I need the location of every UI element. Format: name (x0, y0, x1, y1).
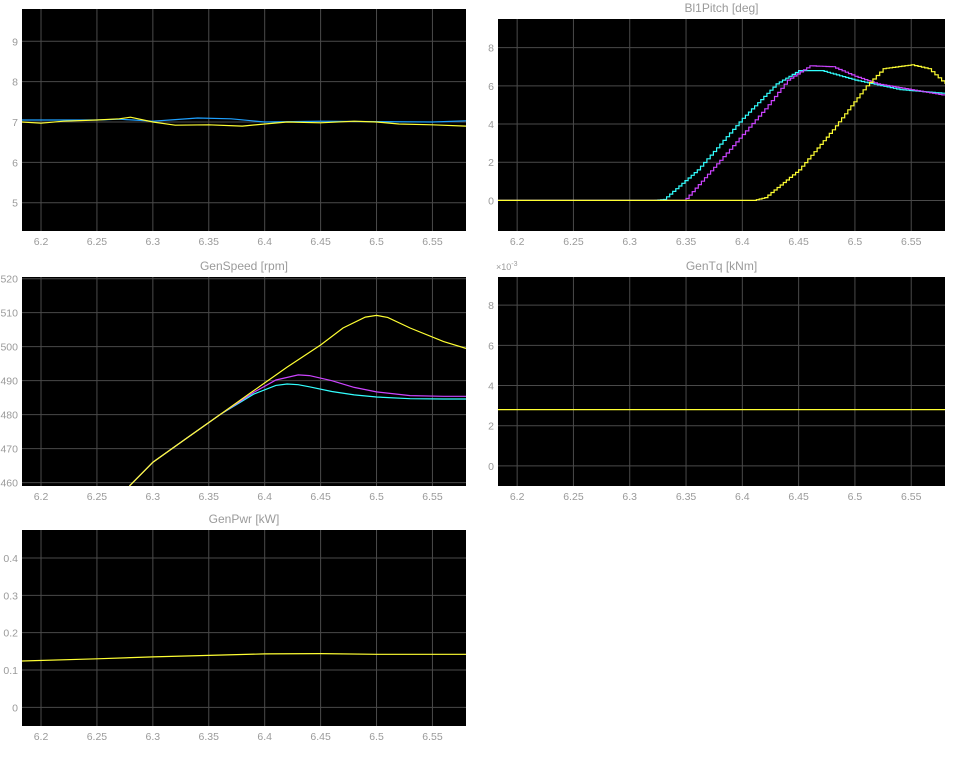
x-tick-label: 6.55 (422, 491, 443, 503)
y-tick-label: 0 (488, 195, 494, 207)
blade-pitch-plot: Bl1Pitch [deg] 6.2 6.25 6.3 6.35 6.4 6.45 6.5 6… (488, 1, 945, 248)
x-tick-label: 6.5 (848, 236, 863, 248)
x-tick-label: 6.2 (510, 491, 525, 503)
plot-title: GenSpeed [rpm] (199, 259, 289, 273)
x-tick-label: 6.4 (735, 236, 750, 248)
y-tick-label: 0 (12, 702, 18, 714)
gen-speed-plot: GenSpeed [rpm] 6.2 6.25 6.3 6.35 6.4 6.45 6.5 6… (0, 259, 466, 503)
x-tick-label: 6.4 (257, 491, 272, 503)
wind-speed-plot: 6.2 6.25 6.3 6.35 6.4 6.45 6.5 6.55 5 6 7 8 9 (12, 9, 466, 248)
y-tick-label: 9 (12, 36, 18, 48)
x-tick-label: 6.55 (422, 731, 443, 743)
gen-torque-plot-area: 6.2 6.25 6.3 6.35 6.4 6.45 6.5 6.55 0 2 4 6 8 (488, 277, 945, 503)
y-tick-label: 460 (0, 478, 18, 490)
y-tick-label: 0.2 (3, 628, 18, 640)
gen-power-plot-area: 6.2 6.25 6.3 6.35 6.4 6.45 6.5 6.55 0 0.1 0.2 0.3 0.… (3, 530, 466, 743)
blade-pitch-plot-area: 6.2 6.25 6.3 6.35 6.4 6.45 6.5 6.55 0 2 4 6 8 (488, 19, 945, 248)
y-tick-label: 0.3 (3, 590, 18, 602)
y-tick-label: 480 (0, 410, 18, 422)
x-tick-label: 6.2 (34, 731, 49, 743)
x-tick-label: 6.2 (510, 236, 525, 248)
y-exponent-power: -3 (511, 261, 518, 268)
plot-title: Bl1Pitch [deg] (684, 1, 759, 15)
y-tick-label: 490 (0, 376, 18, 388)
grid-lines (22, 277, 466, 486)
y-tick-label: 6 (488, 340, 494, 352)
gen-torque-plot: GenTq [kNm] ×10-3 6.2 6.25 6.3 6.35 6.4 6.45 6… (488, 259, 945, 503)
x-tick-label: 6.45 (310, 731, 331, 743)
x-tick-label: 6.25 (87, 236, 108, 248)
y-tick-label: 500 (0, 342, 18, 354)
series-line (22, 116, 466, 127)
x-tick-label: 6.3 (622, 491, 637, 503)
y-tick-label: 0.1 (3, 665, 18, 677)
x-tick-label: 6.2 (34, 491, 49, 503)
x-tick-label: 6.5 (369, 731, 384, 743)
x-tick-label: 6.2 (34, 236, 49, 248)
grid-lines (498, 277, 945, 486)
y-tick-label: 2 (488, 157, 494, 169)
plot-title: GenPwr [kW] (208, 512, 280, 526)
y-tick-label: 8 (12, 77, 18, 89)
y-tick-label: 8 (488, 300, 494, 312)
x-tick-label: 6.3 (146, 731, 161, 743)
x-tick-label: 6.35 (199, 731, 220, 743)
x-tick-label: 6.4 (735, 491, 750, 503)
y-tick-label: 5 (12, 198, 18, 210)
plot-background (498, 277, 945, 486)
series-line (498, 64, 945, 201)
y-tick-label: 6 (488, 81, 494, 93)
x-tick-label: 6.55 (422, 236, 443, 248)
y-tick-label: 0.4 (3, 553, 18, 565)
y-exponent-base: ×10 (496, 262, 512, 272)
x-tick-label: 6.35 (199, 236, 220, 248)
x-tick-label: 6.35 (199, 491, 220, 503)
x-tick-label: 6.3 (146, 491, 161, 503)
y-tick-label: 510 (0, 308, 18, 320)
y-exponent-label: ×10-3 (496, 261, 518, 272)
series-line (128, 314, 466, 486)
x-tick-label: 6.5 (369, 491, 384, 503)
x-tick-label: 6.3 (146, 236, 161, 248)
x-tick-label: 6.35 (676, 491, 697, 503)
gen-power-plot: GenPwr [kW] 6.2 6.25 6.3 6.35 6.4 6.45 6.5 6.55… (3, 512, 466, 743)
x-tick-label: 6.4 (257, 731, 272, 743)
grid-lines (22, 530, 466, 726)
x-tick-label: 6.35 (676, 236, 697, 248)
y-tick-label: 8 (488, 43, 494, 55)
x-tick-label: 6.25 (87, 491, 108, 503)
x-tick-label: 6.55 (901, 491, 922, 503)
x-tick-label: 6.45 (310, 236, 331, 248)
x-tick-label: 6.3 (622, 236, 637, 248)
wind-speed-plot-area: 6.2 6.25 6.3 6.35 6.4 6.45 6.5 6.55 5 6 7 8 9 (12, 9, 466, 248)
x-tick-label: 6.5 (369, 236, 384, 248)
x-tick-label: 6.45 (788, 491, 809, 503)
x-tick-label: 6.25 (87, 731, 108, 743)
y-tick-label: 470 (0, 444, 18, 456)
plot-background (498, 19, 945, 231)
plot-background (22, 277, 466, 486)
plot-title: GenTq [kNm] (685, 259, 758, 273)
y-tick-label: 6 (12, 157, 18, 169)
x-tick-label: 6.45 (310, 491, 331, 503)
x-tick-label: 6.4 (257, 236, 272, 248)
plot-background (22, 530, 466, 726)
x-tick-label: 6.5 (848, 491, 863, 503)
x-tick-label: 6.25 (563, 491, 584, 503)
x-tick-label: 6.25 (563, 236, 584, 248)
y-tick-label: 7 (12, 117, 18, 129)
y-tick-label: 0 (488, 461, 494, 473)
x-tick-label: 6.55 (901, 236, 922, 248)
x-tick-label: 6.45 (788, 236, 809, 248)
y-tick-label: 2 (488, 421, 494, 433)
y-tick-label: 4 (488, 381, 494, 393)
y-tick-label: 520 (0, 274, 18, 286)
series-line (22, 652, 466, 662)
y-tick-label: 4 (488, 119, 494, 131)
gen-speed-plot-area: 6.2 6.25 6.3 6.35 6.4 6.45 6.5 6.55 460 470 480 490… (0, 274, 466, 503)
